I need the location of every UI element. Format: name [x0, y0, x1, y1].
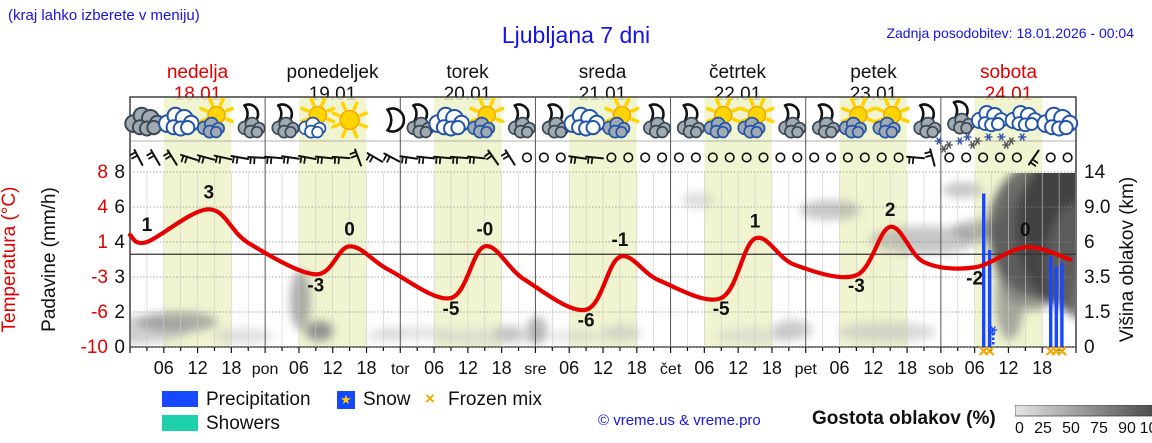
svg-text:12: 12 [323, 358, 343, 378]
svg-text:1: 1 [750, 212, 761, 233]
svg-text:sre: sre [524, 361, 546, 378]
svg-text:06: 06 [289, 358, 309, 378]
svg-text:12: 12 [998, 358, 1018, 378]
svg-text:0: 0 [344, 219, 355, 240]
svg-text:6: 6 [1084, 232, 1095, 253]
svg-text:2: 2 [885, 200, 896, 221]
svg-text:75: 75 [1090, 420, 1108, 437]
svg-text:90: 90 [1118, 420, 1136, 437]
svg-text:18: 18 [627, 358, 647, 378]
svg-text:pet: pet [795, 361, 818, 378]
svg-text:0: 0 [1084, 337, 1095, 358]
svg-text:2: 2 [114, 302, 125, 323]
svg-text:12: 12 [863, 358, 883, 378]
svg-text:0: 0 [114, 337, 125, 358]
svg-text:18: 18 [492, 358, 512, 378]
svg-text:-3: -3 [91, 267, 108, 288]
svg-text:-10: -10 [81, 337, 108, 358]
svg-text:06: 06 [424, 358, 444, 378]
svg-text:10: 10 [1015, 420, 1024, 437]
svg-text:18: 18 [356, 358, 376, 378]
svg-text:6: 6 [114, 197, 125, 218]
svg-text:12: 12 [728, 358, 748, 378]
svg-text:-0: -0 [476, 219, 493, 240]
svg-text:06: 06 [829, 358, 849, 378]
svg-text:12: 12 [188, 358, 208, 378]
svg-text:50: 50 [1062, 420, 1080, 437]
svg-text:1: 1 [142, 215, 153, 236]
svg-text:3.5: 3.5 [1084, 267, 1110, 288]
svg-text:0: 0 [1020, 220, 1031, 241]
svg-text:18: 18 [897, 358, 917, 378]
svg-text:-3: -3 [848, 276, 865, 297]
svg-text:1.5: 1.5 [1084, 302, 1110, 323]
svg-text:4: 4 [97, 197, 108, 218]
svg-text:12: 12 [593, 358, 613, 378]
svg-text:25: 25 [1034, 420, 1052, 437]
svg-text:3: 3 [114, 267, 125, 288]
svg-text:4: 4 [114, 232, 125, 253]
svg-text:18: 18 [1032, 358, 1052, 378]
svg-text:pon: pon [252, 361, 279, 378]
svg-text:čet: čet [660, 361, 682, 378]
svg-text:18: 18 [221, 358, 241, 378]
svg-text:-3: -3 [307, 275, 324, 296]
svg-text:06: 06 [965, 358, 985, 378]
svg-text:06: 06 [694, 358, 714, 378]
svg-text:-6: -6 [578, 311, 595, 332]
svg-text:tor: tor [391, 361, 410, 378]
svg-text:14: 14 [1084, 162, 1106, 183]
svg-text:sob: sob [928, 361, 954, 378]
svg-text:1: 1 [97, 232, 108, 253]
svg-text:-1: -1 [611, 230, 628, 251]
svg-text:-6: -6 [91, 302, 108, 323]
svg-text:8: 8 [97, 162, 108, 183]
svg-text:-5: -5 [713, 299, 730, 320]
svg-text:06: 06 [559, 358, 579, 378]
svg-text:9.0: 9.0 [1084, 197, 1110, 218]
svg-text:-2: -2 [966, 268, 983, 289]
svg-text:18: 18 [762, 358, 782, 378]
svg-text:8: 8 [114, 162, 125, 183]
svg-text:12: 12 [458, 358, 478, 378]
svg-text:100: 100 [1140, 420, 1152, 437]
svg-text:-5: -5 [443, 299, 460, 320]
svg-text:3: 3 [204, 182, 215, 203]
svg-text:06: 06 [154, 358, 174, 378]
